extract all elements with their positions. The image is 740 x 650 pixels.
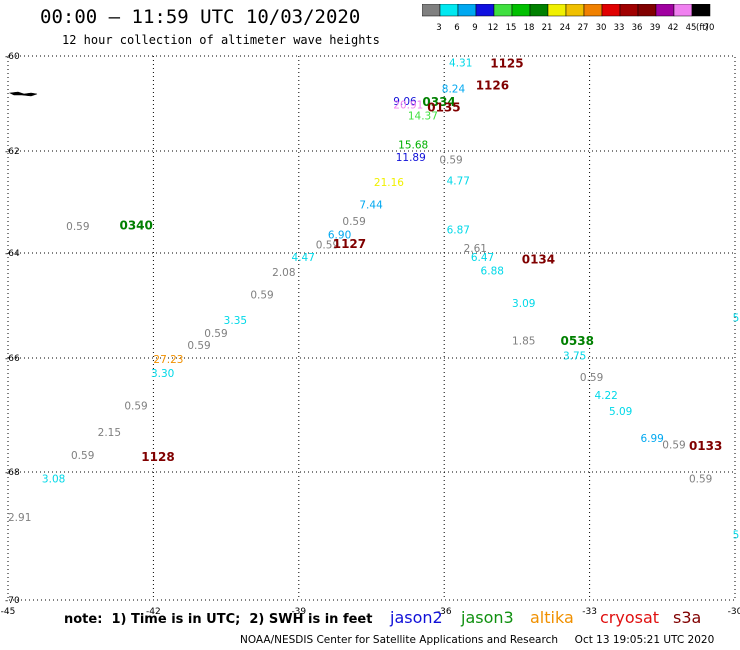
legend-tick-label: 42	[668, 23, 679, 33]
wave-height-label: 6.47	[471, 252, 494, 264]
latitude-tick-label: -70	[5, 596, 20, 606]
wave-height-label: 8.24	[442, 83, 466, 95]
wave-height-label: 0.59	[187, 340, 210, 352]
footnote: note: 1) Time is in UTC; 2) SWH is in fe…	[64, 612, 373, 627]
legend-tick-label: 15	[506, 23, 517, 33]
legend-tick-label: 18	[524, 23, 535, 33]
wave-height-label: 4.47	[292, 252, 315, 264]
wave-height-label: 4.77	[447, 176, 470, 188]
wave-height-label: 0.59	[250, 289, 273, 301]
legend-tick-label: 30	[596, 23, 607, 33]
map-frame	[7, 55, 736, 601]
legend-tick-label: 6	[454, 23, 459, 33]
legend-tick-label: 36	[632, 23, 643, 33]
legend-tick-label: 21	[542, 23, 553, 33]
longitude-tick-label: -36	[437, 607, 452, 617]
latitude-tick-label: -66	[5, 354, 20, 364]
wave-height-label: 11.89	[396, 152, 426, 164]
pass-time-label: 1128	[141, 450, 174, 464]
wave-height-label: 2.91	[8, 512, 31, 524]
legend-tick-label: 9	[472, 23, 477, 33]
wave-height-label: 6.90	[328, 230, 351, 242]
wave-height-label: 6.87	[447, 225, 470, 237]
legend-tick-label: 70	[704, 23, 715, 33]
credit-line: NOAA/NESDIS Center for Satellite Applica…	[240, 634, 715, 646]
pass-time-label: 0135	[427, 100, 460, 114]
legend-tick-label: 12	[488, 23, 499, 33]
satellite-label-jason3: jason3	[461, 608, 514, 627]
wave-height-label: 0.59	[204, 328, 227, 340]
wave-height-label: 1.85	[512, 336, 535, 348]
longitude-tick-label: -30	[728, 607, 740, 617]
wave-height-label: 3.08	[42, 473, 65, 485]
satellite-label-cryosat: cryosat	[600, 608, 660, 627]
wave-height-label: 4.31	[449, 58, 472, 70]
wave-height-label: 0.59	[124, 400, 147, 412]
longitude-tick-label: -45	[1, 607, 16, 617]
wave-height-label: 2.08	[272, 267, 295, 279]
page-title: 00:00 – 11:59 UTC 10/03/2020	[40, 6, 361, 28]
pass-time-label: 0133	[689, 439, 722, 453]
legend-unit-label: (ft)	[696, 23, 709, 33]
wave-height-label: 6.88	[481, 265, 504, 277]
wave-height-label: 0.59	[316, 239, 339, 251]
latitude-tick-label: -62	[5, 147, 20, 157]
wave-height-label: 0.59	[689, 473, 712, 485]
legend-tick-label: 3	[436, 23, 441, 33]
wave-height-label: 6.99	[640, 433, 663, 445]
wave-height-label: 14.37	[408, 110, 438, 122]
pass-time-label: 0340	[119, 218, 152, 232]
wave-height-label: 2.15	[98, 427, 121, 439]
pass-time-label: 0334	[422, 95, 455, 109]
legend-swatch	[691, 4, 711, 17]
legend-tick-label: 45	[686, 23, 697, 33]
coastline-fragment	[8, 91, 38, 97]
wave-height-label: 3.75	[563, 350, 586, 362]
page-subtitle: 12 hour collection of altimeter wave hei…	[62, 33, 380, 47]
satellite-label-s3a: s3a	[673, 608, 702, 627]
pass-time-label: 1126	[476, 79, 509, 93]
wave-height-label: 3.35	[224, 315, 247, 327]
wave-height-label: 3.30	[151, 368, 174, 380]
legend-tick-label: 39	[650, 23, 661, 33]
latitude-tick-label: -64	[5, 249, 20, 259]
pass-time-label: 0134	[522, 252, 555, 266]
legend-tick-label: 33	[614, 23, 625, 33]
wave-height-label: 15.68	[398, 139, 428, 151]
wave-height-label: 2.61	[464, 243, 487, 255]
wave-height-label: 5.65	[733, 530, 740, 542]
wave-height-label: 20.91	[393, 99, 423, 111]
longitude-tick-label: -39	[291, 607, 306, 617]
wave-height-label: 5.09	[609, 406, 632, 418]
pass-time-label: 0538	[561, 334, 594, 348]
wave-height-label: 7.44	[359, 200, 383, 212]
satellite-label-altika: altika	[530, 608, 574, 627]
wave-height-label: 0.59	[71, 450, 94, 462]
wave-height-label: 0.59	[439, 155, 462, 167]
wave-height-label: 0.59	[66, 221, 89, 233]
wave-height-label: 5	[733, 313, 740, 325]
wave-height-label: 27.23	[153, 354, 183, 366]
legend-tick-label: 24	[560, 23, 571, 33]
pass-time-label: 1127	[333, 237, 366, 251]
latitude-tick-label: -68	[5, 468, 20, 478]
longitude-tick-label: -42	[146, 607, 161, 617]
wave-height-label: 0.59	[662, 440, 685, 452]
wave-height-label: 0.59	[342, 216, 365, 228]
wave-height-label: 4.22	[594, 390, 617, 402]
longitude-tick-label: -33	[582, 607, 597, 617]
pass-time-label: 1125	[490, 57, 523, 71]
legend-tick-label: 27	[578, 23, 589, 33]
satellite-label-jason2: jason2	[390, 608, 443, 627]
wave-height-label: 3.09	[512, 298, 535, 310]
wave-height-label: 21.16	[374, 177, 404, 189]
wave-height-label: 9.06	[393, 96, 417, 108]
wave-height-color-legend: 3 6 9 12 15 18 21 24 27 30 33 36 39 42 45 70(ft)	[422, 4, 715, 33]
wave-height-label: 0.59	[580, 372, 603, 384]
latitude-tick-label: -60	[5, 52, 20, 62]
